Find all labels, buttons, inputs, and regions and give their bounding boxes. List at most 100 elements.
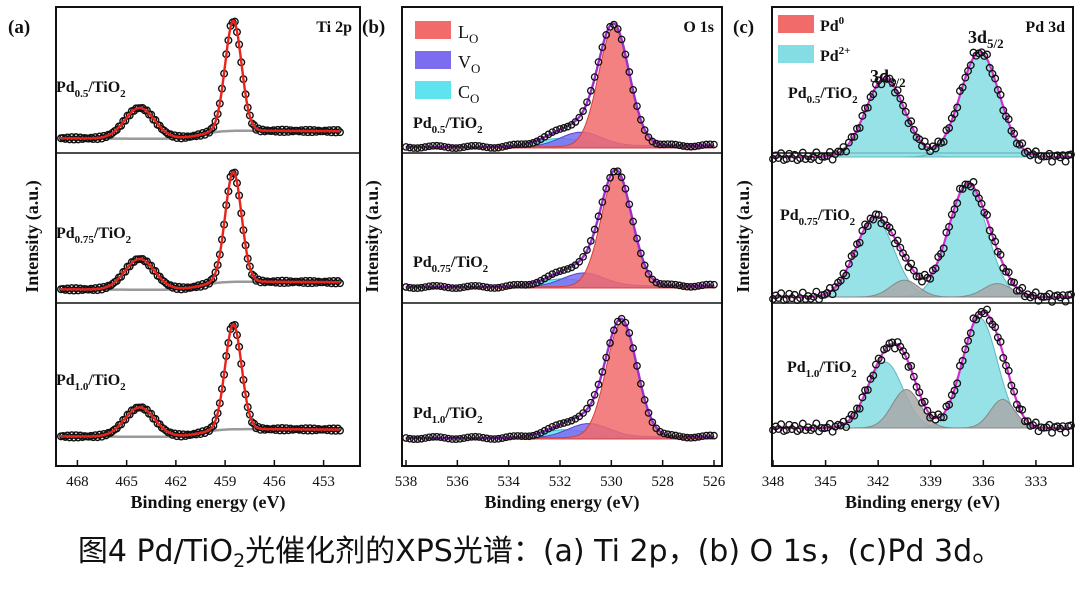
raw-data-point [996,90,1005,99]
raw-data-point [1004,366,1013,375]
raw-data-point [667,430,676,439]
raw-data-point [471,141,480,150]
sample-spectrum [402,314,718,444]
x-tick-label: 339 [920,474,943,490]
raw-data-point [606,339,614,347]
sample-label-sub: 0.5 [75,88,89,100]
raw-data-point [594,380,603,389]
raw-data-point [405,143,414,152]
x-tick-label: 459 [214,474,237,490]
raw-data-point [479,433,487,442]
raw-data-point [907,259,916,268]
sample-label-main: Pd [413,254,432,271]
panel-title: O 1s [683,19,714,36]
raw-data-point [844,259,853,268]
raw-data-point [559,419,568,427]
raw-data-point [448,435,457,443]
raw-data-point [702,280,711,289]
raw-data-point [513,140,522,149]
raw-data-point [413,284,422,292]
raw-data-point [621,318,630,327]
raw-data-point [544,130,553,139]
raw-data-point [521,281,530,289]
raw-data-point [586,398,595,407]
legend-main: V [458,52,471,72]
raw-data-point [556,125,564,133]
raw-data-point [907,362,916,370]
sample-label-end: /TiO [87,372,120,389]
raw-data-point [409,144,418,152]
raw-data-point [660,140,668,149]
sample-spectrum [57,168,345,295]
raw-data-point [409,284,418,292]
raw-data-point [1010,278,1019,287]
raw-data-point [513,432,522,440]
raw-data-point [513,280,522,289]
raw-data-point [863,385,872,394]
raw-data-point [869,371,878,380]
x-axis-label: Binding energy (eV) [131,492,286,513]
raw-data-point [429,433,437,441]
sample-label-end-sub: 2 [120,381,126,393]
raw-data-point [858,226,867,235]
raw-data-point [926,274,935,283]
legend-main: L [458,22,469,42]
raw-data-point [945,124,954,132]
raw-data-point [1010,387,1019,396]
sample-label-main: Pd [788,85,807,102]
x-tick-label: 534 [497,474,520,490]
sample-spectrum [402,167,718,293]
raw-data-point [687,142,695,151]
raw-data-point [953,379,962,388]
raw-data-point [901,107,910,116]
raw-data-point [548,422,557,431]
raw-data-point [540,426,549,435]
raw-data-point [471,432,480,441]
raw-data-point [629,344,638,352]
raw-data-point [594,212,603,221]
raw-data-point [521,432,530,441]
raw-data-point [598,43,607,52]
raw-data-point [920,397,929,406]
raw-data-point [702,431,711,440]
raw-data-point [679,142,688,150]
raw-data-point [425,433,433,442]
raw-data-point [640,126,649,134]
raw-data-point [559,124,568,132]
raw-data-point [907,117,916,126]
raw-data-point [506,281,514,290]
raw-data-point [606,173,614,182]
legend-swatch [415,51,451,69]
x-tick-label: 333 [1025,474,1048,490]
raw-data-point [417,283,426,292]
raw-data-point [633,234,641,243]
raw-data-point [409,435,418,443]
panel-title: Pd 3d [1025,19,1065,36]
raw-data-point [533,430,541,439]
raw-data-point [506,141,514,149]
raw-data-point [663,140,672,149]
raw-data-point [421,434,430,442]
raw-data-point [598,368,607,376]
raw-data-point [629,86,638,94]
raw-data-point [613,25,622,33]
raw-data-point [679,433,688,441]
raw-data-point [207,124,216,133]
sample-label: Pd1.0/TiO2 [413,405,483,426]
raw-data-point [533,278,541,287]
raw-data-point [207,275,216,284]
raw-data-point [679,282,688,290]
raw-data-point [817,152,826,161]
raw-data-point [459,283,468,292]
raw-data-point [475,433,483,441]
x-tick-label: 342 [867,474,890,490]
raw-data-point [444,434,453,443]
raw-data-point [893,86,902,95]
y-axis-label: Intensity (a.u.) [733,180,754,293]
raw-data-point [812,148,821,157]
raw-data-point [494,283,503,292]
raw-data-point [482,283,491,292]
raw-data-point [671,280,680,289]
raw-data-point [660,280,668,288]
